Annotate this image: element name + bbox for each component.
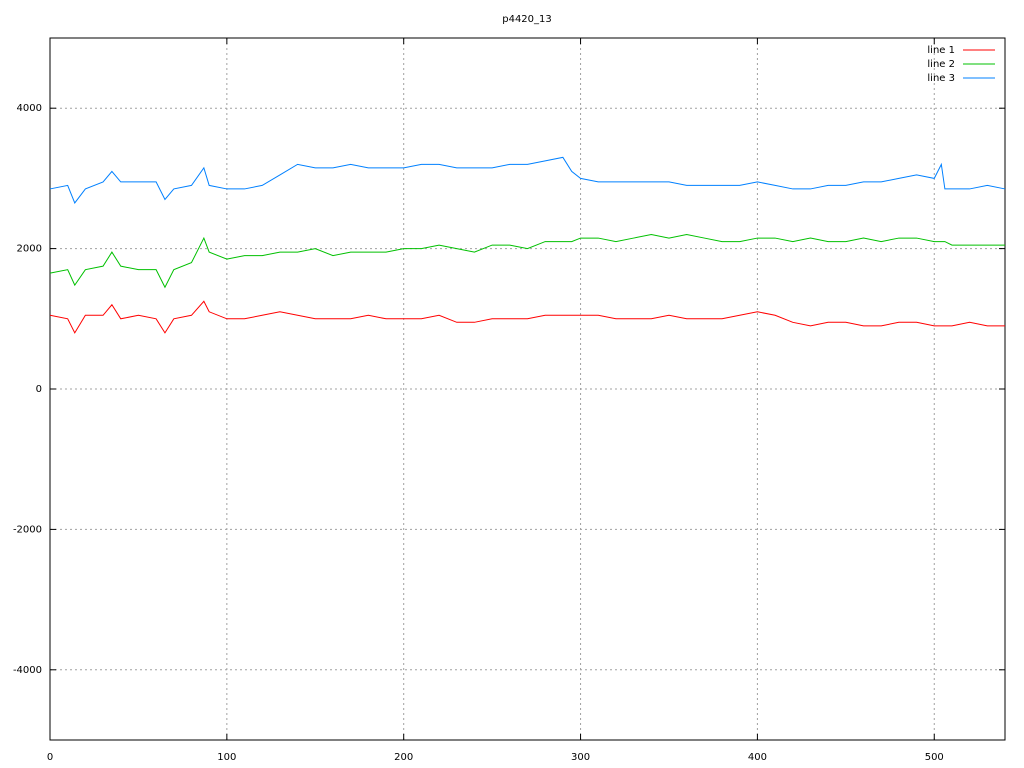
legend-label: line 1	[927, 45, 955, 56]
data-line	[49, 300, 1005, 334]
y-tick-label: -4000	[13, 665, 42, 676]
x-tick-label: 400	[748, 752, 767, 763]
x-tick-label: 100	[217, 752, 236, 763]
y-tick-label: -2000	[13, 524, 42, 535]
y-tick-label: 2000	[17, 244, 42, 255]
y-tick-label: 0	[36, 384, 42, 395]
chart-title: p4420_13	[502, 14, 552, 25]
data-line	[49, 156, 1006, 204]
legend-label: line 2	[927, 59, 955, 70]
x-tick-label: 500	[925, 752, 944, 763]
plot-border	[49, 37, 1006, 741]
data-line	[49, 234, 1005, 289]
x-tick-label: 0	[47, 752, 53, 763]
legend-label: line 3	[927, 73, 955, 84]
y-tick-label: 4000	[17, 103, 42, 114]
x-tick-label: 200	[394, 752, 413, 763]
x-tick-label: 300	[571, 752, 590, 763]
